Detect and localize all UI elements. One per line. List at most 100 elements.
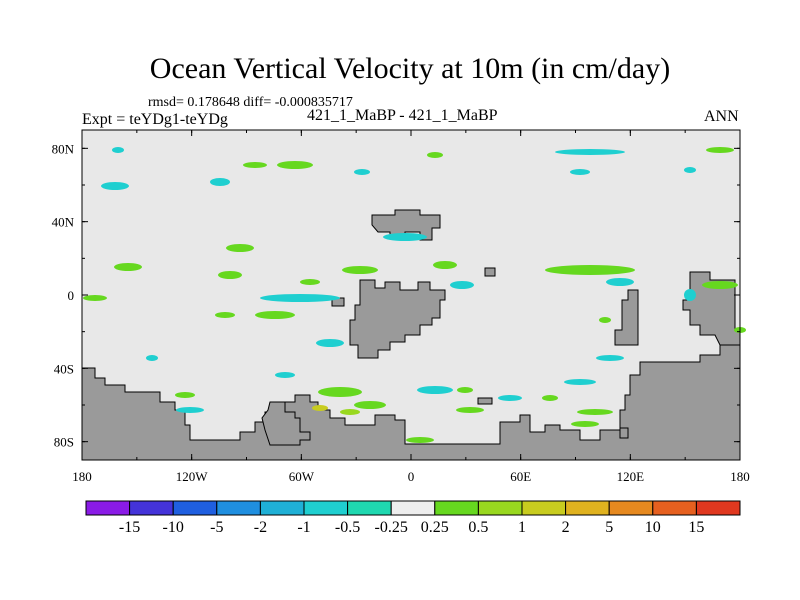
- stats-label: rmsd= 0.178648 diff= -0.000835717: [148, 95, 353, 110]
- colorbar-label: -2: [254, 519, 267, 536]
- patch-cyan: [112, 147, 124, 153]
- colorbar-label: -10: [163, 519, 184, 536]
- patch-green: [599, 317, 611, 323]
- colorbar-swatch: [259, 500, 305, 516]
- y-tick-label: 40N: [52, 215, 75, 230]
- patch-green: [218, 271, 242, 279]
- land-small-island-1: [484, 267, 496, 277]
- colorbar-swatch: [216, 500, 261, 516]
- colorbar-swatch: [129, 500, 174, 516]
- y-tick-label: 80S: [54, 435, 74, 450]
- patch-green: [702, 281, 738, 289]
- colorbar-swatch: [608, 500, 654, 516]
- patch-green: [340, 409, 360, 415]
- y-tick-label: 40S: [54, 361, 74, 376]
- colorbar-label: 10: [645, 519, 661, 536]
- land-north-continent: [371, 209, 441, 241]
- colorbar-label: -5: [210, 519, 223, 536]
- colorbar-label: 1: [518, 519, 526, 536]
- patch-green: [427, 152, 443, 158]
- land-east-continent: [614, 289, 639, 346]
- colorbar-label: -15: [119, 519, 140, 536]
- chart-title: Ocean Vertical Velocity at 10m (in cm/da…: [149, 52, 671, 85]
- patch-cyan: [316, 339, 344, 347]
- patch-green: [577, 409, 613, 415]
- patch-green: [406, 437, 434, 443]
- colorbar-swatch: [477, 500, 523, 516]
- colorbar-swatch: [303, 500, 349, 516]
- patch-cyan: [684, 167, 696, 173]
- patch-cyan: [570, 169, 590, 175]
- land-central-continent: [349, 279, 446, 359]
- axes: 180 120W 60W 0 60E 120E 180 80N 40N 0 40S 80S: [52, 130, 750, 484]
- colorbar-swatch: [652, 500, 697, 516]
- colorbar: -15 -10 -5 -2 -1 -0.5 -0.25 0.25 0.5 1 2 5 10 15: [85, 500, 741, 536]
- colorbar-swatch: [565, 500, 610, 516]
- patch-cyan: [210, 178, 230, 186]
- colorbar-label: 0.5: [468, 519, 488, 536]
- patch-green: [300, 279, 320, 285]
- season-label: ANN: [704, 108, 739, 125]
- x-tick-label: 180: [72, 469, 92, 484]
- patch-green: [457, 387, 473, 393]
- patch-green: [706, 147, 734, 153]
- colorbar-label: 5: [605, 519, 613, 536]
- land-far-east-continent: [682, 271, 741, 346]
- patch-green: [277, 161, 313, 169]
- patch-green: [255, 311, 295, 319]
- x-tick-label: 60W: [289, 469, 315, 484]
- colorbar-swatch: [85, 500, 131, 516]
- land-mask: [81, 209, 741, 461]
- patch-cyan: [354, 169, 370, 175]
- patch-green: [433, 261, 457, 269]
- patch-cyan: [146, 355, 158, 361]
- patch-cyan: [555, 149, 625, 155]
- patch-green: [542, 395, 558, 401]
- patch-green: [342, 266, 378, 274]
- patch-green: [456, 407, 484, 413]
- colorbar-label: 0.25: [421, 519, 449, 536]
- patch-green: [226, 244, 254, 252]
- colorbar-swatch: [434, 500, 479, 516]
- anomaly-patches: [83, 147, 746, 443]
- patch-cyan: [101, 182, 129, 190]
- patch-green: [318, 387, 362, 397]
- patch-cyan: [684, 289, 696, 301]
- colorbar-label: -0.5: [335, 519, 360, 536]
- patch-green: [312, 405, 328, 411]
- colorbar-label: -1: [297, 519, 310, 536]
- patch-green: [175, 392, 195, 398]
- patch-cyan: [564, 379, 596, 385]
- experiment-label: Expt = teYDg1-teYDg: [82, 111, 228, 128]
- patch-cyan: [596, 355, 624, 361]
- patch-green: [571, 421, 599, 427]
- patch-green: [215, 312, 235, 318]
- land-small-island-2: [619, 427, 629, 439]
- patch-cyan: [383, 233, 427, 241]
- colorbar-label: 15: [688, 519, 704, 536]
- patch-green: [114, 263, 142, 271]
- patch-cyan: [260, 294, 340, 302]
- colorbar-label: 2: [562, 519, 570, 536]
- x-tick-label: 0: [408, 469, 415, 484]
- land-antarctic-peninsula: [261, 401, 311, 446]
- x-tick-label: 120E: [617, 469, 645, 484]
- patch-cyan: [498, 395, 522, 401]
- patch-green: [83, 295, 107, 301]
- colorbar-label: -0.25: [375, 519, 408, 536]
- x-tick-label: 60E: [510, 469, 531, 484]
- patch-cyan: [606, 278, 634, 286]
- patch-cyan: [275, 372, 295, 378]
- patch-green: [545, 265, 635, 275]
- patch-green: [354, 401, 386, 409]
- case-label: 421_1_MaBP - 421_1_MaBP: [307, 107, 498, 124]
- x-tick-label: 120W: [176, 469, 209, 484]
- land-antarctica: [81, 344, 741, 461]
- patch-cyan: [450, 281, 474, 289]
- patch-green: [243, 162, 267, 168]
- y-tick-label: 0: [68, 288, 75, 303]
- colorbar-swatch: [521, 500, 567, 516]
- y-tick-label: 80N: [52, 141, 75, 156]
- x-tick-label: 180: [730, 469, 750, 484]
